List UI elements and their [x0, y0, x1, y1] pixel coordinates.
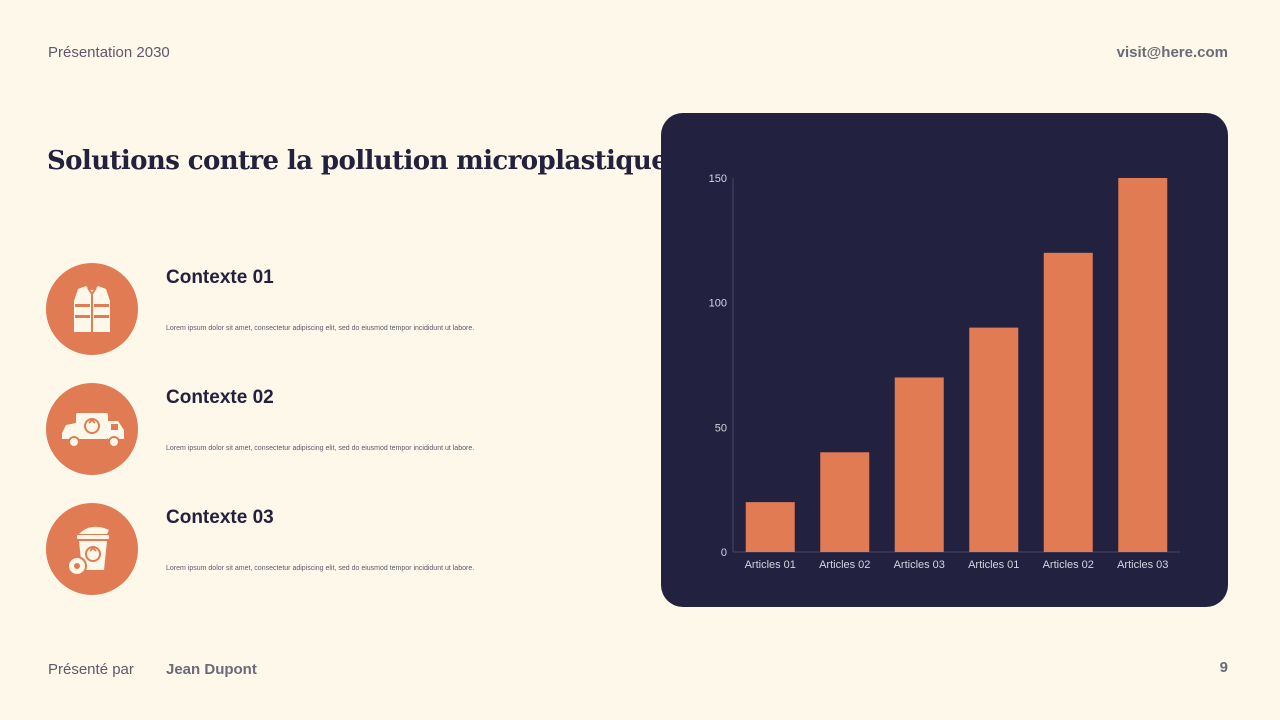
x-tick-label: Articles 02 — [819, 559, 870, 571]
safety-vest-icon — [46, 263, 138, 355]
x-tick-label: Articles 01 — [745, 559, 796, 571]
context-description: Lorem ipsum dolor sit amet, consectetur … — [166, 325, 475, 332]
x-tick-label: Articles 03 — [894, 559, 945, 571]
recycling-truck-icon — [46, 383, 138, 475]
y-tick-label: 50 — [715, 422, 727, 434]
page-number: 9 — [1219, 659, 1228, 676]
presentation-label: Présentation 2030 — [48, 44, 170, 61]
y-tick-label: 100 — [709, 298, 727, 310]
context-title: Contexte 03 — [166, 507, 274, 528]
context-title: Contexte 01 — [166, 267, 274, 288]
context-description: Lorem ipsum dolor sit amet, consectetur … — [166, 445, 475, 452]
context-item-1: Contexte 01 Lorem ipsum dolor sit amet, … — [46, 263, 606, 355]
context-title: Contexte 02 — [166, 387, 274, 408]
x-tick-label: Articles 01 — [968, 559, 1019, 571]
bar — [820, 452, 870, 552]
bar — [1043, 252, 1093, 553]
recycle-bin-icon — [46, 503, 138, 595]
bar — [969, 327, 1019, 552]
bar — [1118, 178, 1168, 552]
presenter-name: Jean Dupont — [166, 661, 257, 678]
presenter-label: Présenté par — [48, 661, 134, 678]
y-tick-label: 150 — [709, 173, 727, 185]
x-tick-label: Articles 02 — [1043, 559, 1094, 571]
bar — [894, 377, 944, 552]
bar — [745, 502, 795, 552]
chart-panel: 0 50 100 150 Articles 01 Articles 02 Articles … — [661, 113, 1228, 607]
page-title: Solutions contre la pollution microplast… — [47, 146, 668, 176]
y-tick-label: 0 — [721, 547, 727, 559]
contact-email[interactable]: visit@here.com — [1116, 44, 1228, 61]
x-tick-label: Articles 03 — [1117, 559, 1168, 571]
context-description: Lorem ipsum dolor sit amet, consectetur … — [166, 565, 475, 572]
context-item-3: Contexte 03 Lorem ipsum dolor sit amet, … — [46, 503, 606, 595]
context-item-2: Contexte 02 Lorem ipsum dolor sit amet, … — [46, 383, 606, 475]
bar-chart: 0 50 100 150 Articles 01 Articles 02 Articles … — [709, 173, 1180, 571]
